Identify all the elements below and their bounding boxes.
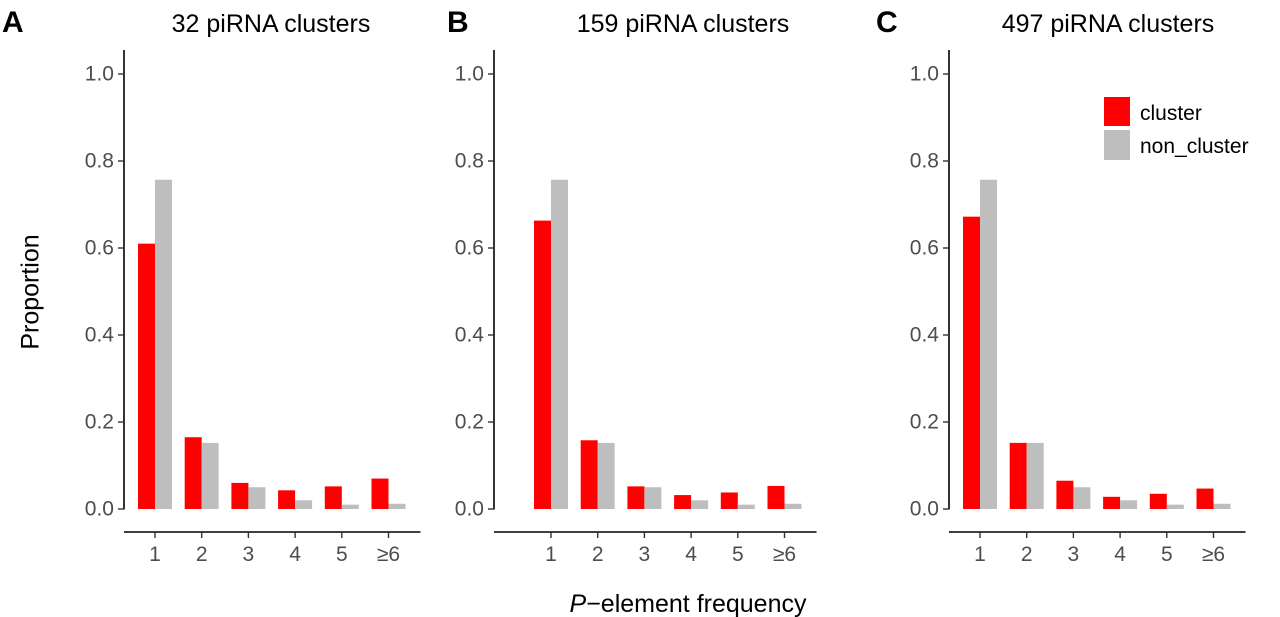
- bar-cluster-2: [1009, 442, 1027, 509]
- y-tick-label: 0.8: [910, 150, 939, 173]
- bar-cluster-1: [534, 220, 551, 509]
- y-tick-label: 0.2: [85, 411, 114, 434]
- bar-cluster-3: [1056, 480, 1074, 509]
- bar-cluster-6: [371, 478, 389, 509]
- x-tick-label: 4: [289, 543, 301, 566]
- x-tick-label: 3: [243, 543, 255, 566]
- y-tick-label: 0.0: [85, 498, 114, 521]
- bar-cluster-5: [1149, 493, 1167, 509]
- x-tick-label: 1: [149, 543, 161, 566]
- y-tick-label: 0.2: [910, 411, 939, 434]
- x-axis-title: P−element frequency: [570, 590, 807, 617]
- x-tick-label: 2: [592, 543, 604, 566]
- y-tick-label: 0.4: [910, 324, 940, 347]
- bar-cluster-4: [674, 495, 692, 509]
- x-tick-label: 3: [639, 543, 651, 566]
- y-tick-label: 0.2: [455, 411, 484, 434]
- y-tick-label: 0.0: [455, 498, 484, 521]
- bar-non-cluster-4: [295, 500, 313, 509]
- x-tick-label: 5: [732, 543, 744, 566]
- y-tick-label: 0.6: [455, 237, 484, 260]
- panel-letter: C: [876, 6, 898, 39]
- y-tick-label: 0.6: [85, 237, 114, 260]
- bar-non-cluster-5: [1166, 504, 1184, 509]
- x-tick-label: 4: [1114, 543, 1126, 566]
- y-tick-label: 0.4: [85, 324, 115, 347]
- legend: cluster non_cluster: [1104, 97, 1249, 160]
- x-tick-label: ≥6: [1202, 543, 1225, 566]
- x-tick-label: 1: [545, 543, 557, 566]
- bar-non-cluster-6: [1213, 503, 1231, 509]
- panel-c: C 497 piRNA clusters 0.0 0.2 0.4 0.6 0.8 1.0 1 2 3…: [876, 6, 1246, 566]
- x-axis-title-rest: −element frequency: [586, 590, 807, 617]
- legend-swatch-non-cluster: [1104, 130, 1130, 160]
- x-tick-label: 2: [1021, 543, 1033, 566]
- bar-non-cluster-1: [551, 179, 568, 509]
- x-tick-label: ≥6: [377, 543, 400, 566]
- panel-a: A 32 piRNA clusters 0.0 0.2 0.4 0.6 0.8 1.0 1 2 3 4…: [2, 6, 421, 566]
- bar-cluster-1: [963, 216, 980, 509]
- x-tick-label: 3: [1068, 543, 1080, 566]
- panel-b: B 159 piRNA clusters 0.0 0.2 0.4 0.6 0.8 1.0 1 2 3…: [447, 6, 817, 566]
- panel-title: 497 piRNA clusters: [1002, 10, 1215, 38]
- bar-non-cluster-2: [597, 442, 615, 509]
- bar-non-cluster-5: [341, 504, 359, 509]
- bar-cluster-3: [231, 482, 249, 509]
- bar-cluster-3: [627, 486, 645, 509]
- y-tick-label: 1.0: [910, 63, 939, 86]
- panel-title: 159 piRNA clusters: [577, 10, 790, 38]
- bar-non-cluster-5: [737, 504, 755, 509]
- bar-non-cluster-1: [155, 179, 172, 509]
- bar-non-cluster-6: [388, 503, 406, 509]
- bar-cluster-4: [1103, 496, 1121, 509]
- legend-label-non-cluster: non_cluster: [1140, 135, 1249, 158]
- x-tick-label: 5: [1161, 543, 1173, 566]
- y-axis-title: Proportion: [17, 234, 45, 349]
- bar-cluster-6: [1196, 488, 1214, 509]
- y-tick-label: 0.4: [455, 324, 485, 347]
- bar-cluster-5: [720, 492, 738, 509]
- legend-swatch-cluster: [1104, 97, 1130, 126]
- bar-cluster-4: [278, 490, 296, 509]
- x-tick-label: ≥6: [773, 543, 796, 566]
- x-tick-label: 5: [336, 543, 348, 566]
- panel-letter: B: [447, 6, 469, 39]
- y-tick-label: 0.6: [910, 237, 939, 260]
- bar-non-cluster-1: [980, 179, 997, 509]
- bar-non-cluster-2: [1026, 442, 1044, 509]
- y-tick-label: 0.8: [85, 150, 114, 173]
- bar-non-cluster-6: [784, 503, 802, 509]
- x-tick-label: 1: [974, 543, 986, 566]
- bar-cluster-5: [324, 486, 342, 509]
- y-tick-label: 0.0: [910, 498, 939, 521]
- bar-non-cluster-4: [691, 500, 709, 509]
- bar-cluster-2: [580, 440, 598, 509]
- panel-letter: A: [2, 6, 24, 39]
- y-tick-label: 0.8: [455, 150, 484, 173]
- bar-non-cluster-4: [1120, 500, 1138, 509]
- panel-title: 32 piRNA clusters: [172, 10, 371, 38]
- bar-non-cluster-3: [644, 487, 662, 509]
- legend-label-cluster: cluster: [1140, 102, 1202, 125]
- x-tick-label: 2: [196, 543, 208, 566]
- bar-non-cluster-3: [1073, 487, 1091, 509]
- y-tick-label: 1.0: [455, 63, 484, 86]
- x-tick-label: 4: [685, 543, 697, 566]
- bar-non-cluster-2: [201, 442, 219, 509]
- x-axis-title-italic: P: [570, 590, 587, 617]
- bar-cluster-1: [138, 243, 155, 509]
- bar-non-cluster-3: [248, 487, 266, 509]
- y-tick-label: 1.0: [85, 63, 114, 86]
- bar-cluster-6: [767, 485, 785, 509]
- bar-cluster-2: [184, 437, 202, 509]
